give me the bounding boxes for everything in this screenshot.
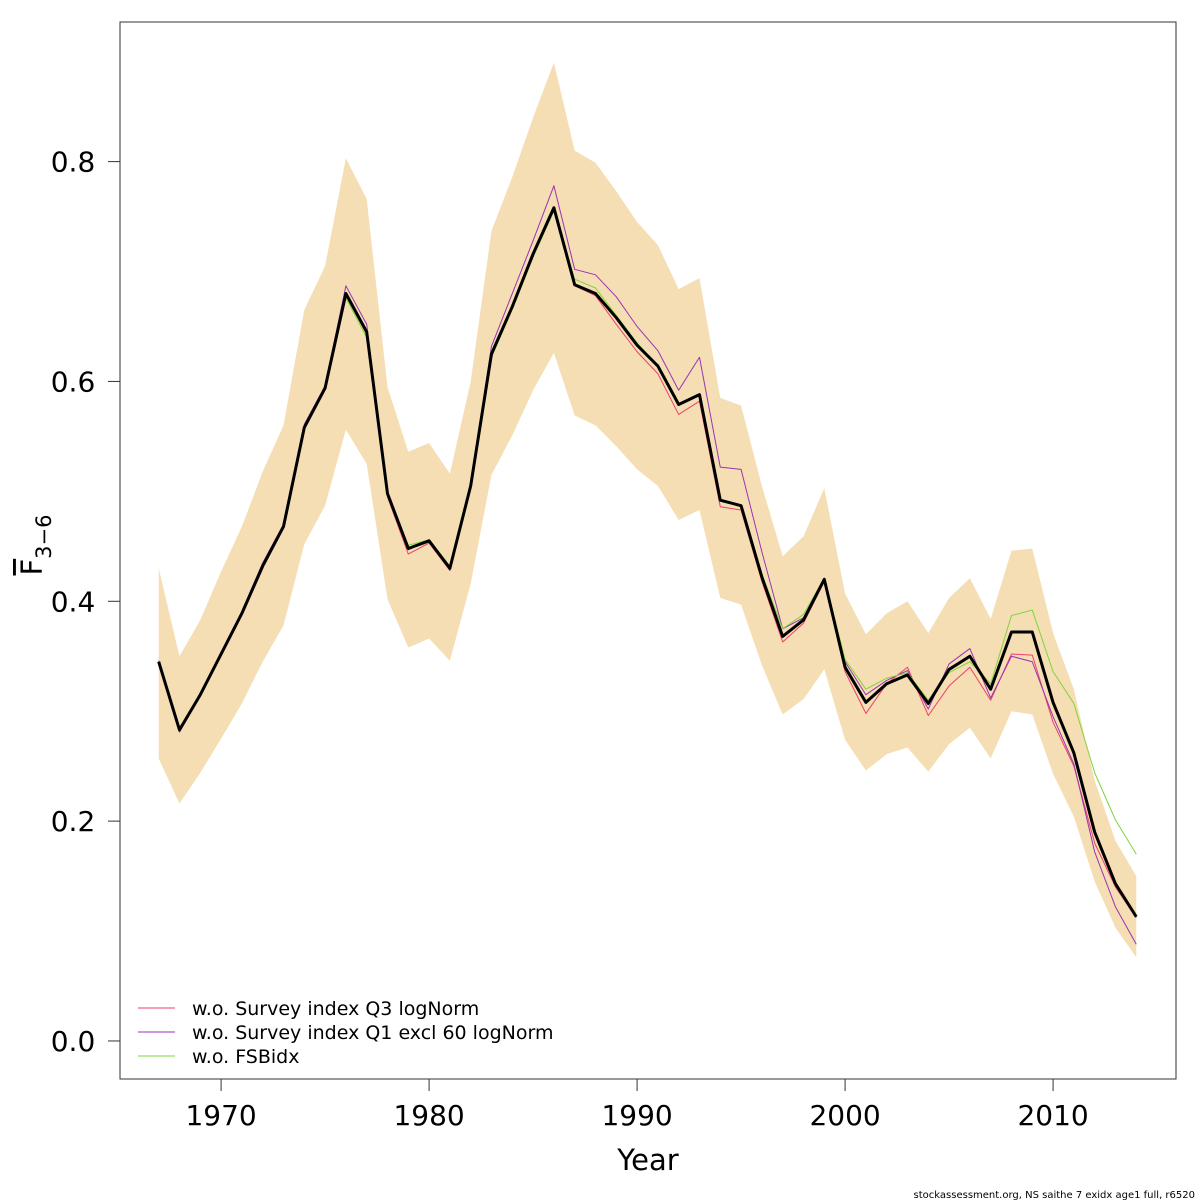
confidence-band xyxy=(158,62,1137,958)
legend-label: w.o. FSBidx xyxy=(192,1046,299,1068)
y-tick-label: 0.6 xyxy=(51,365,96,398)
estimate-line xyxy=(157,206,1138,918)
x-tick-label: 2000 xyxy=(809,1099,880,1132)
legend-label: w.o. Survey index Q1 excl 60 logNorm xyxy=(192,1022,553,1044)
y-label-main: F xyxy=(15,559,49,576)
y-label-subscript: 3−6 xyxy=(32,514,56,558)
x-axis-label: Year xyxy=(616,1143,678,1177)
x-tick-label: 1970 xyxy=(185,1099,256,1132)
footer: stockassessment.org, NS saithe 7 exidx a… xyxy=(914,1190,1195,1200)
plot-frame xyxy=(119,21,1177,1080)
x-tick-label: 1990 xyxy=(601,1099,672,1132)
x-tick-label: 1980 xyxy=(393,1099,464,1132)
legend-label: w.o. Survey index Q3 logNorm xyxy=(192,998,479,1020)
y-axis-label: F3−6 xyxy=(15,514,56,575)
y-tick-label: 0.2 xyxy=(51,805,96,838)
y-tick-label: 0.0 xyxy=(51,1025,96,1058)
y-tick-label: 0.4 xyxy=(51,585,96,618)
y-tick-label: 0.8 xyxy=(51,146,96,179)
x-tick-label: 2010 xyxy=(1017,1099,1088,1132)
